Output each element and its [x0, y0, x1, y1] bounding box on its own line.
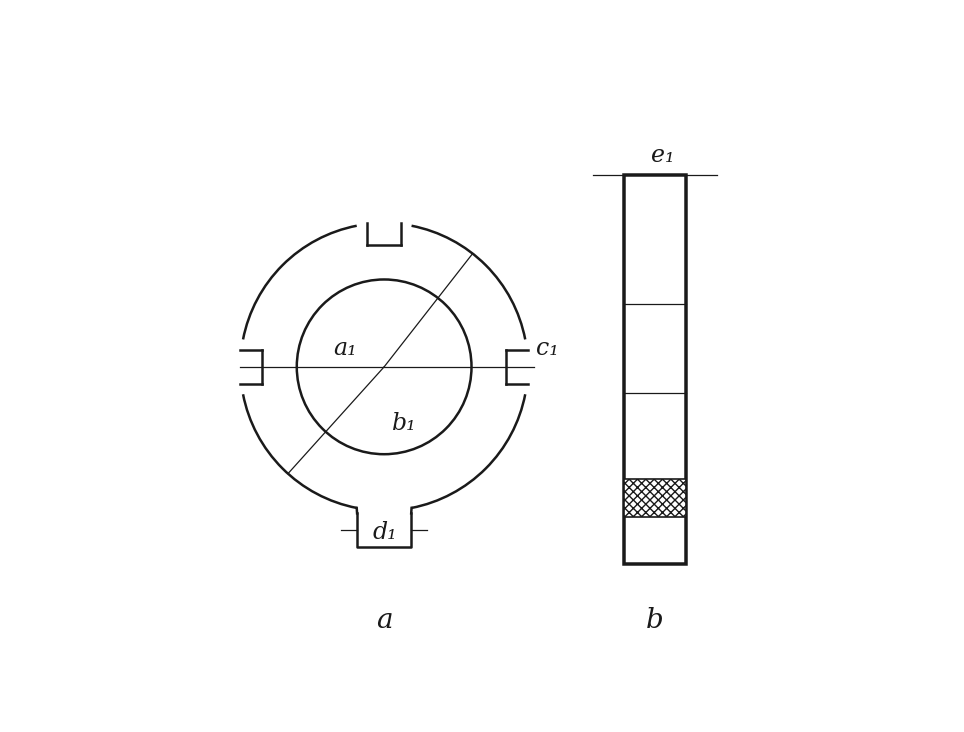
Bar [624, 479, 685, 518]
Text: b: b [646, 607, 663, 634]
Text: c₁: c₁ [536, 337, 559, 359]
Bar [624, 175, 685, 564]
Text: b₁: b₁ [391, 412, 416, 435]
Text: a: a [376, 607, 392, 634]
Text: e₁: e₁ [652, 143, 675, 167]
Text: a₁: a₁ [333, 337, 357, 359]
Text: d₁: d₁ [373, 521, 397, 544]
